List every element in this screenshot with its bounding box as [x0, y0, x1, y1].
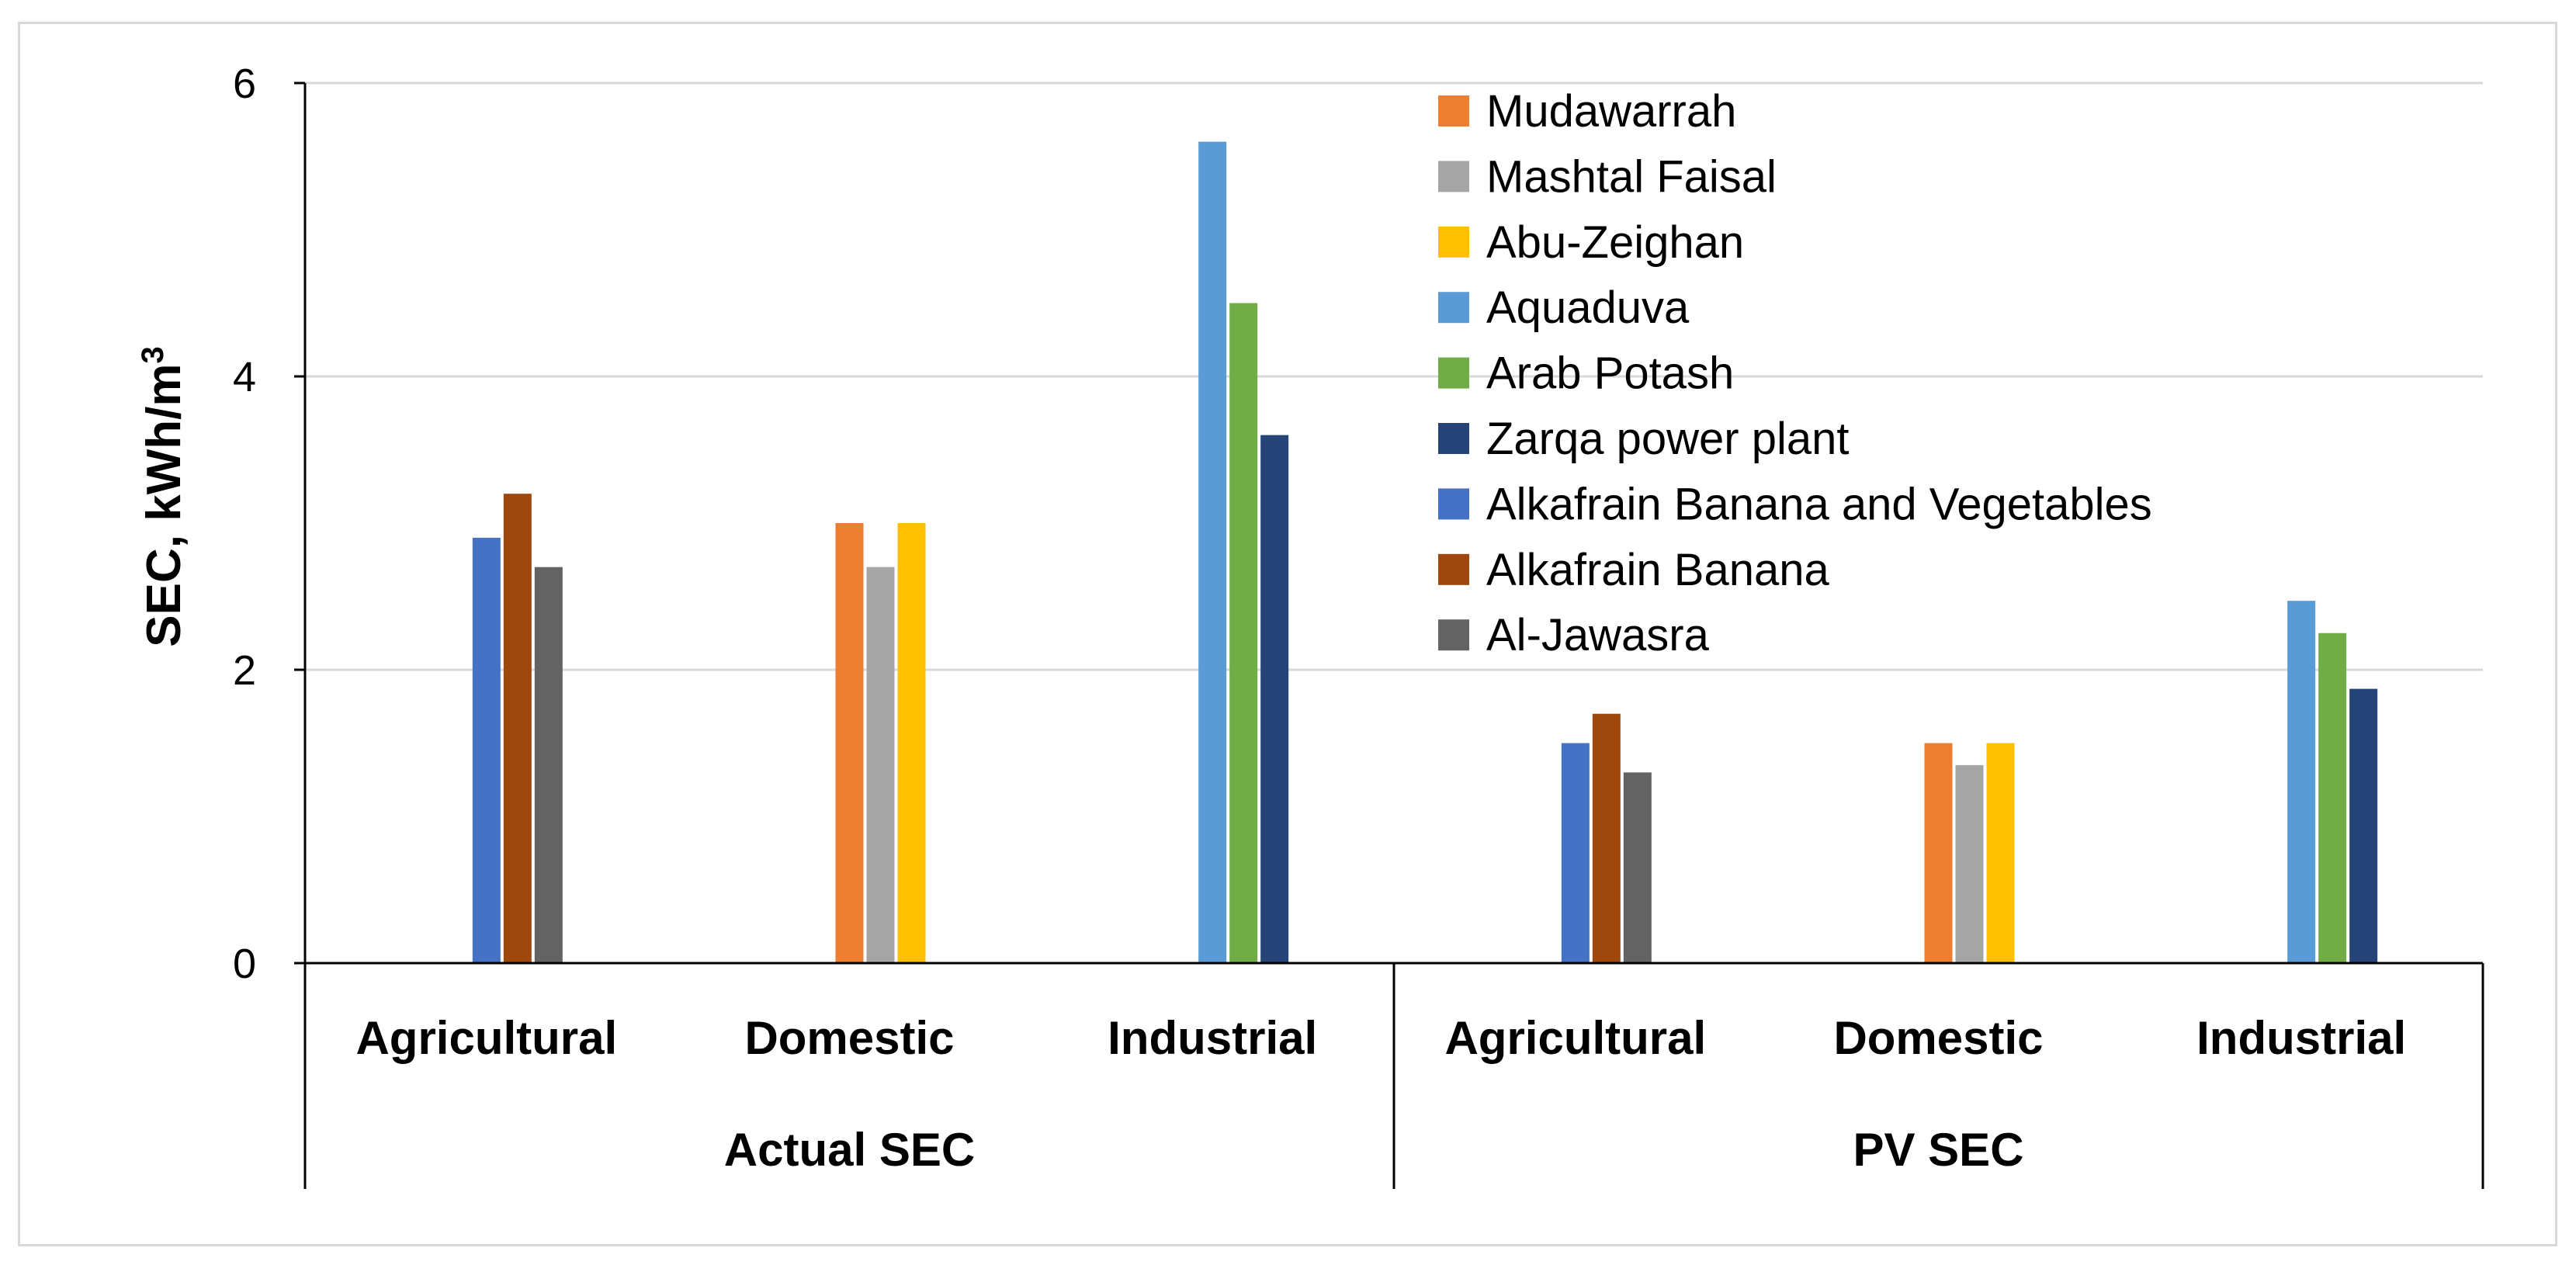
- bar: [472, 537, 501, 963]
- x-category-labels: Agricultural Domestic Industrial Actual SEC…: [355, 1012, 2406, 1176]
- bar: [534, 567, 563, 963]
- bar: [1198, 141, 1227, 964]
- x-category-label: Agricultural: [355, 1012, 617, 1064]
- legend-label: Al-Jawasra: [1486, 610, 1710, 660]
- y-tick-label: 0: [233, 941, 256, 987]
- bar: [1986, 743, 2015, 963]
- legend-swatch: [1438, 488, 1469, 520]
- bar: [1924, 743, 1953, 963]
- bar: [1229, 303, 1258, 963]
- legend-label: Zarqa power plant: [1486, 414, 1849, 464]
- x-category-label: Agricultural: [1444, 1012, 1706, 1064]
- legend-label: Alkafrain Banana: [1486, 545, 1829, 595]
- bar: [866, 567, 895, 963]
- bars: [472, 141, 2378, 964]
- y-tick-label: 2: [233, 647, 256, 694]
- y-axis-title: SEC, kWh/m3: [136, 346, 191, 646]
- legend-swatch: [1438, 357, 1469, 389]
- x-group-label: Actual SEC: [724, 1124, 975, 1176]
- legend-swatch: [1438, 553, 1469, 585]
- legend-label: Mudawarrah: [1486, 86, 1736, 137]
- axes: [294, 81, 2484, 1189]
- legend-swatch: [1438, 226, 1469, 258]
- legend-label: Aquaduva: [1486, 282, 1690, 333]
- legend-swatch: [1438, 161, 1469, 192]
- legend: Mudawarrah Mashtal Faisal Abu-Zeighan Aquad…: [1438, 86, 2152, 660]
- bar: [835, 523, 864, 963]
- x-category-label: Domestic: [1833, 1012, 2043, 1064]
- legend-swatch: [1438, 423, 1469, 454]
- bar: [1955, 764, 1984, 963]
- legend-swatch: [1438, 292, 1469, 324]
- legend-label: Arab Potash: [1486, 348, 1734, 399]
- bar: [1260, 435, 1289, 963]
- x-category-label: Industrial: [1108, 1012, 1317, 1064]
- bar: [2287, 601, 2316, 963]
- legend-label: Abu-Zeighan: [1486, 217, 1744, 268]
- bar: [503, 494, 532, 963]
- bar: [2349, 688, 2378, 963]
- y-tick-label: 4: [233, 354, 256, 400]
- x-category-label: Industrial: [2196, 1012, 2406, 1064]
- x-group-label: PV SEC: [1853, 1124, 2023, 1176]
- legend-swatch: [1438, 619, 1469, 651]
- legend-swatch: [1438, 95, 1469, 127]
- x-category-label: Domestic: [744, 1012, 954, 1064]
- bar: [2318, 633, 2347, 963]
- y-tick-labels: 0 2 4 6: [233, 61, 256, 987]
- legend-label: Mashtal Faisal: [1486, 151, 1777, 202]
- legend-label: Alkafrain Banana and Vegetables: [1486, 479, 2152, 529]
- bar: [1592, 713, 1621, 963]
- bar: [1561, 743, 1590, 963]
- gridlines: [305, 81, 2483, 671]
- bar: [897, 523, 926, 963]
- y-tick-label: 6: [233, 61, 256, 107]
- bar: [1623, 772, 1652, 963]
